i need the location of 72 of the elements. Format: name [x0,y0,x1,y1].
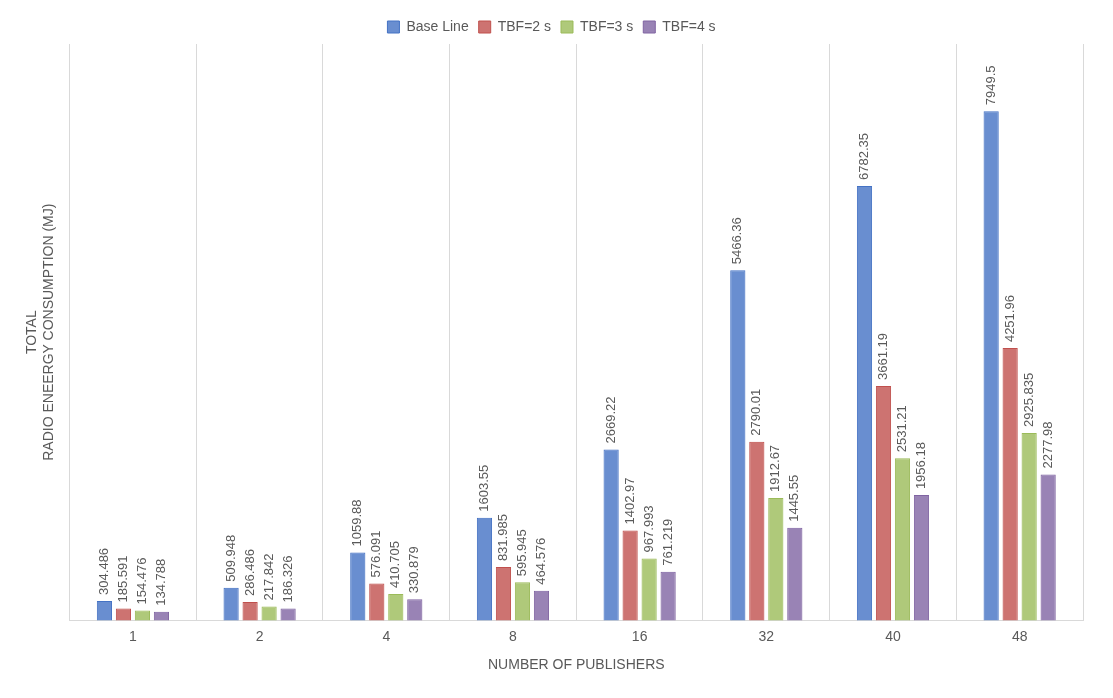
bar [913,495,930,621]
x-tick-label: 8 [509,627,518,644]
data-label: 1059.88 [349,499,365,547]
bar [623,531,637,621]
data-label: 1402.97 [621,477,637,525]
bar [223,587,239,621]
legend-label: TBF=3 s [579,17,634,34]
data-label: 2790.01 [748,388,764,436]
data-label: 464.576 [533,537,549,585]
bar [370,584,384,621]
bar [533,590,550,621]
data-label: 304.486 [96,547,112,595]
bar [749,441,765,621]
legend-label: Base Line [406,17,469,34]
x-tick-label: 32 [758,627,775,644]
data-label: 134.788 [153,558,169,606]
x-axis-title: NUMBER OF PUBLISHERS [488,656,665,673]
data-label: 761.219 [659,518,675,566]
x-tick-label: 16 [631,627,648,644]
data-label: 2531.21 [894,405,910,453]
data-label: 831.985 [495,514,511,562]
data-label: 2277.98 [1039,421,1055,469]
bar [856,186,873,621]
data-label: 3661.19 [875,332,891,380]
bar [351,553,365,621]
x-tick-label: 1 [129,627,138,644]
x-tick-label: 4 [382,627,391,644]
data-label: 2925.835 [1020,372,1036,428]
bar [604,450,618,621]
x-tick-label: 48 [1011,627,1028,644]
bar [642,559,656,621]
data-label: 186.326 [279,555,295,603]
data-label: 5466.36 [729,217,745,265]
data-label: 509.948 [222,534,238,582]
bar [875,385,892,621]
data-label: 2669.22 [602,396,618,444]
data-label: 154.476 [134,557,150,605]
data-label: 217.842 [260,553,276,601]
bar [768,497,784,621]
data-label: 7949.5 [982,65,998,106]
bar [408,600,422,621]
bar [514,582,531,621]
bar [787,527,803,621]
data-label: 1603.55 [476,464,492,512]
data-label: 6782.35 [856,133,872,181]
bar [495,567,512,621]
data-label: 330.879 [406,546,422,594]
data-label: 286.486 [241,549,257,597]
bar [1041,475,1055,621]
data-label: 576.091 [368,530,384,578]
bar [153,611,170,621]
data-label: 185.591 [115,555,131,603]
legend-label: TBF=4 s [662,17,716,34]
bar [1021,433,1037,621]
data-label: 1956.18 [913,442,929,490]
legend-label: TBF=2 s [497,17,551,34]
data-label: 1445.55 [786,474,802,522]
bar [1003,349,1017,621]
bar [660,571,676,621]
x-tick-label: 2 [255,627,264,644]
x-tick-label: 40 [885,627,901,644]
data-label: 967.993 [640,505,656,553]
bar [476,517,493,621]
bar [894,458,911,621]
data-label: 595.945 [514,529,530,577]
bar [388,594,404,621]
y-axis-title: TOTAL RADIO ENEERGY CONSUMPTION (MJ) [23,203,57,461]
bar [984,112,998,621]
data-label: 4251.96 [1001,295,1017,343]
bar [731,271,745,621]
data-label: 1912.67 [767,444,783,492]
data-label: 410.705 [387,541,403,589]
